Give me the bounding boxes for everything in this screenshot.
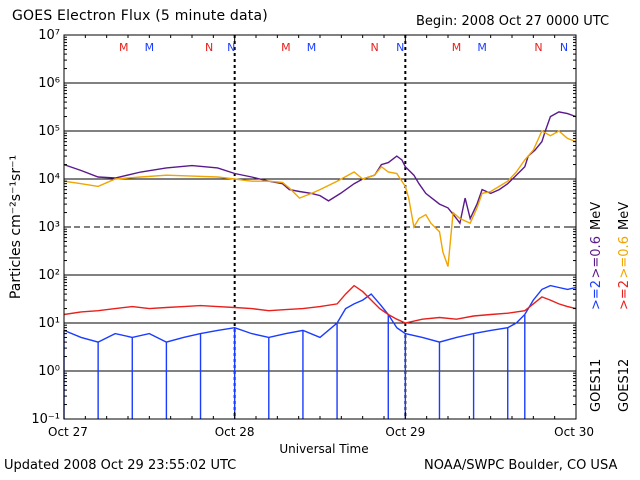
y-tick-label: 10¹ xyxy=(38,316,60,331)
legend-energy-label: >=2 xyxy=(589,280,604,310)
x-tick-label: Oct 29 xyxy=(385,425,425,439)
local-time-marker: N xyxy=(227,41,235,54)
local-time-marker: M xyxy=(477,41,487,54)
y-tick-label: 10⁶ xyxy=(38,76,60,91)
legend-energy-label: MeV xyxy=(617,202,632,230)
x-axis-label: Universal Time xyxy=(279,442,368,456)
local-time-marker: M xyxy=(145,41,155,54)
series-line-1 xyxy=(63,130,577,267)
local-time-marker: M xyxy=(452,41,462,54)
local-time-marker: M xyxy=(307,41,317,54)
legend-satellite-label: GOES12 xyxy=(617,359,632,412)
local-time-marker: N xyxy=(205,41,213,54)
local-time-marker: M xyxy=(119,41,129,54)
series-line-2 xyxy=(63,284,577,343)
series-line-3 xyxy=(63,284,577,324)
y-tick-label: 10⁴ xyxy=(38,172,60,187)
local-time-marker: N xyxy=(370,41,378,54)
y-tick-label: 10² xyxy=(38,268,60,283)
series-line-0 xyxy=(63,111,577,225)
x-tick-label: Oct 28 xyxy=(215,425,255,439)
legend-energy-label: >=0.6 xyxy=(617,236,632,278)
legend-satellite-label: GOES11 xyxy=(589,359,604,412)
y-axis-label: Particles cm⁻²s⁻¹sr⁻¹ xyxy=(8,155,24,299)
legend-energy-label: >=2 xyxy=(617,280,632,310)
y-tick-label: 10⁷ xyxy=(38,28,60,43)
y-tick-label: 10³ xyxy=(38,220,60,235)
begin-time: Begin: 2008 Oct 27 0000 UTC xyxy=(416,14,610,29)
local-time-marker: N xyxy=(560,41,568,54)
legend-energy-label: MeV xyxy=(589,202,604,230)
updated-timestamp: Updated 2008 Oct 29 23:55:02 UTC xyxy=(4,458,237,473)
local-time-marker: N xyxy=(396,41,404,54)
x-tick-label: Oct 30 xyxy=(554,425,594,439)
local-time-marker: N xyxy=(534,41,542,54)
page-title: GOES Electron Flux (5 minute data) xyxy=(12,8,268,24)
local-time-marker: M xyxy=(281,41,291,54)
legend-energy-label: >=0.6 xyxy=(589,236,604,278)
y-tick-label: 10⁻¹ xyxy=(31,412,60,427)
y-tick-label: 10⁵ xyxy=(38,124,60,139)
x-tick-label: Oct 27 xyxy=(48,425,88,439)
y-tick-label: 10⁰ xyxy=(38,364,60,379)
credit-label: NOAA/SWPC Boulder, CO USA xyxy=(424,458,618,473)
